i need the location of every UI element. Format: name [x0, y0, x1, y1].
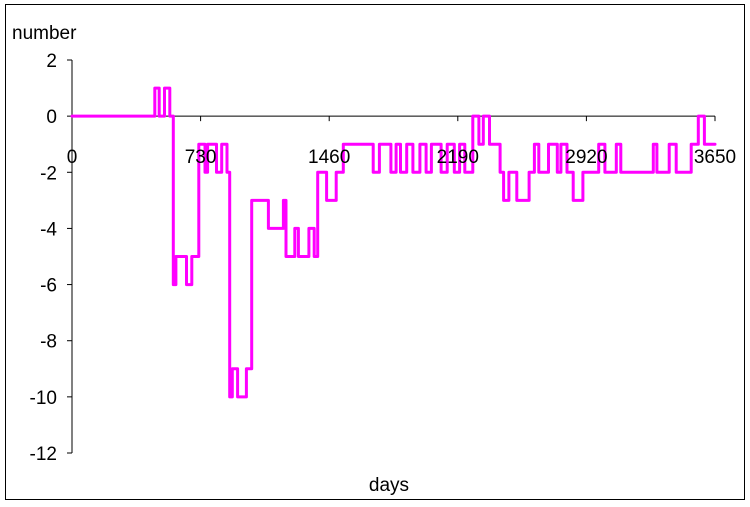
tick-labels: 2 0 -2 -4 -6 -8 -10 -12 0 730 1460 2190 2920 3650: [30, 51, 737, 465]
y-tick-label: -2: [40, 163, 57, 184]
y-tick-label: 2: [46, 51, 57, 72]
y-tick-label: -10: [30, 388, 57, 409]
chart-frame: [5, 4, 745, 500]
y-tick-label: -12: [30, 444, 57, 465]
x-tick-label: 2920: [565, 147, 607, 168]
x-tick-label: 0: [67, 147, 78, 168]
series-layer: [70, 86, 717, 399]
axes: [67, 59, 716, 454]
series-line: [70, 86, 717, 399]
x-tick-label: 730: [185, 147, 217, 168]
x-tick-label: 2190: [437, 147, 479, 168]
y-tick-label: -6: [40, 276, 57, 297]
x-axis-title: days: [369, 475, 409, 496]
y-tick-label: 0: [46, 107, 57, 128]
y-tick-label: -8: [40, 332, 57, 353]
x-tick-label: 1460: [308, 147, 350, 168]
y-axis-title: number: [12, 23, 77, 44]
x-tick-label: 3650: [694, 147, 736, 168]
y-tick-label: -4: [40, 219, 57, 240]
